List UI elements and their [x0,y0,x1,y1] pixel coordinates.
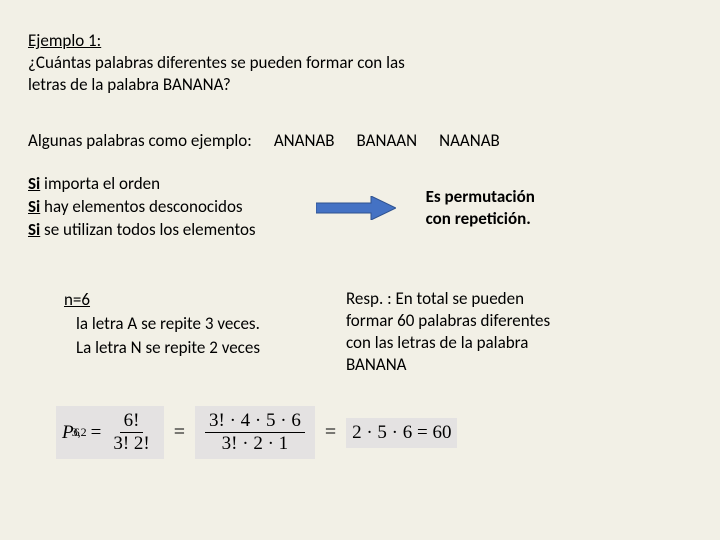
eq-3: = [325,421,336,444]
title-line-1: Ejemplo 1: [28,30,101,51]
example-words-row: Algunas palabras como ejemplo: ANANAB BA… [28,130,692,151]
fraction-1: 6! 3! 2! [109,410,153,455]
formula-row: P63,2 = 6! 3! 2! = 3! · 4 · 5 · 6 3! · 2… [56,406,692,459]
examples-intro: Algunas palabras como ejemplo: [28,130,252,151]
example-word-2: BANAAN [357,130,418,151]
conclusion-text: Es permutación con repetición. [426,186,535,230]
example-word-3: NAANAB [439,130,500,151]
formula-result: 2 · 5 · 6 = 60 [346,418,457,448]
si-1: Si [28,173,40,194]
frac2-den: 3! · 2 · 1 [218,433,292,455]
response-text: Resp. : En total se pueden formar 60 pal… [346,288,556,376]
n-label: n=6 [64,289,90,310]
frac2-num: 3! · 4 · 5 · 6 [205,410,305,433]
count-info: n=6 la letra A se repite 3 veces. La let… [64,288,260,376]
formula-mid: 3! · 4 · 5 · 6 3! · 2 · 1 [195,406,315,459]
si-3: Si [28,219,40,240]
cond-2: hay elementos desconocidos [40,196,242,217]
cond-3: se utilizan todos los elementos [40,219,255,240]
title-line-2: ¿Cuántas palabras diferentes se pueden f… [28,52,692,74]
formula-sub: 3,2 [72,425,87,440]
conclusion-line-1: Es permutación [426,186,535,208]
example-title: Ejemplo 1: ¿Cuántas palabras diferentes … [28,30,692,96]
formula-lhs: P63,2 = 6! 3! 2! [56,406,164,459]
conditions-list: Si importa el orden Si hay elementos des… [28,173,256,242]
frac1-den: 3! 2! [109,433,153,455]
eq-1: = [91,422,102,444]
fraction-2: 3! · 4 · 5 · 6 3! · 2 · 1 [205,410,305,455]
si-2: Si [28,196,40,217]
conclusion-line-2: con repetición. [426,208,535,230]
lower-section: n=6 la letra A se repite 3 veces. La let… [28,288,692,376]
cond-1: importa el orden [40,173,160,194]
example-word-1: ANANAB [274,130,335,151]
arrow-icon [316,196,396,220]
eq-2: = [174,421,185,444]
a-repeat-line: la letra A se repite 3 veces. [76,312,260,336]
title-line-3: letras de la palabra BANANA? [28,74,692,96]
n-repeat-line: La letra N se repite 2 veces [76,336,260,360]
frac1-num: 6! [120,410,144,433]
conditions-section: Si importa el orden Si hay elementos des… [28,173,692,242]
